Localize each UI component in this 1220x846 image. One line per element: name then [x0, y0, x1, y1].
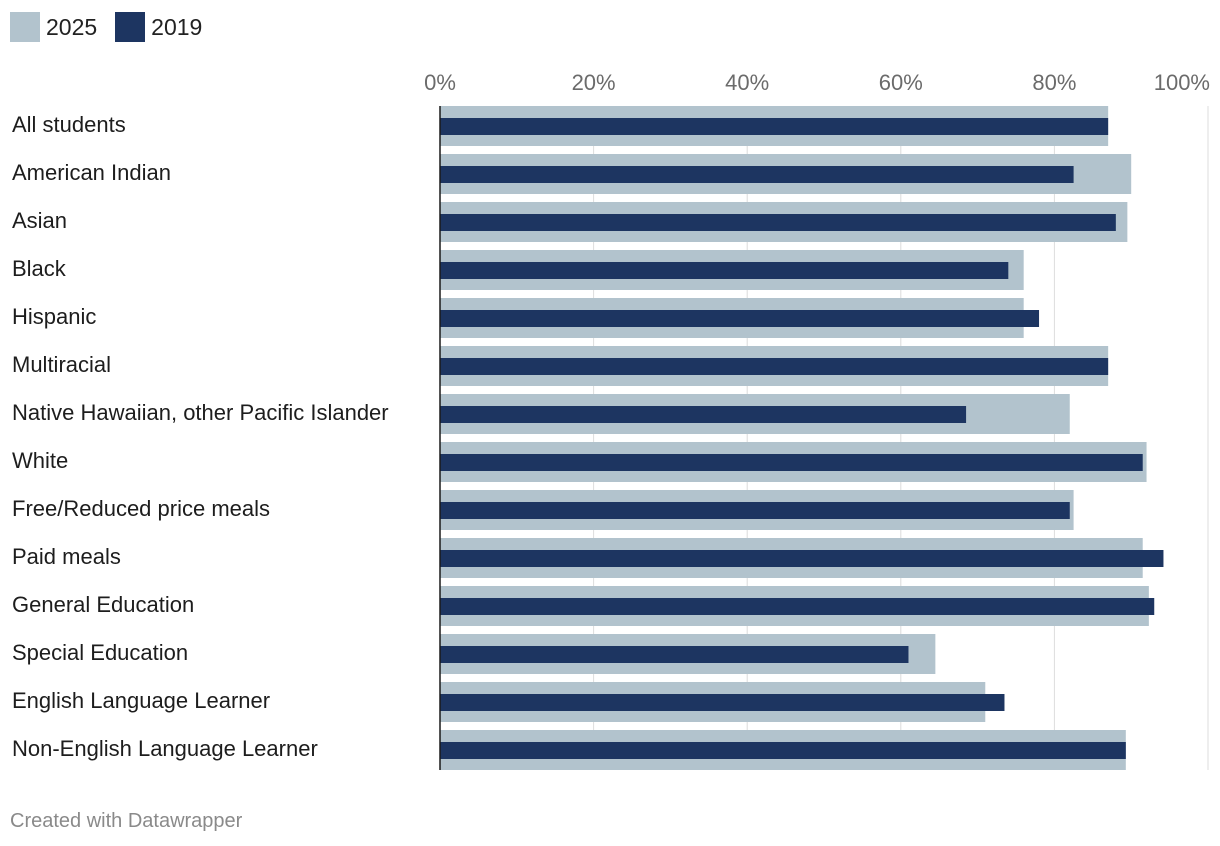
bar-2019[interactable] — [440, 502, 1070, 519]
bar-2019[interactable] — [440, 166, 1074, 183]
bar-2019[interactable] — [440, 358, 1109, 375]
legend-label-2019: 2019 — [151, 13, 203, 40]
bar-2019[interactable] — [440, 310, 1040, 327]
bar-chart: 0% 20% 40% 60% 80% 100% All students American I… — [12, 70, 1210, 770]
category-label: American Indian — [12, 160, 171, 185]
category-label: Hispanic — [12, 304, 96, 329]
bar-2019[interactable] — [440, 214, 1116, 231]
x-tick-label: 40% — [725, 70, 769, 95]
legend-item-2025[interactable]: 2025 — [10, 12, 97, 42]
bar-2019[interactable] — [440, 550, 1164, 567]
x-tick-label: 100% — [1154, 70, 1210, 95]
bar-2019[interactable] — [440, 598, 1155, 615]
category-label: Non-English Language Learner — [12, 736, 318, 761]
x-tick-label: 80% — [1032, 70, 1076, 95]
category-label: Black — [12, 256, 67, 281]
bar-2019[interactable] — [440, 694, 1005, 711]
bar-2019[interactable] — [440, 406, 967, 423]
category-label: Multiracial — [12, 352, 111, 377]
bar-2019[interactable] — [440, 454, 1143, 471]
category-label: All students — [12, 112, 126, 137]
category-label: Free/Reduced price meals — [12, 496, 270, 521]
category-label: Paid meals — [12, 544, 121, 569]
x-tick-label: 60% — [879, 70, 923, 95]
legend-item-2019[interactable]: 2019 — [115, 12, 202, 42]
category-label: White — [12, 448, 68, 473]
category-label: English Language Learner — [12, 688, 270, 713]
category-label: Special Education — [12, 640, 188, 665]
x-tick-label: 20% — [572, 70, 616, 95]
legend-swatch-2019 — [115, 12, 146, 42]
footer-credit: Created with Datawrapper — [10, 810, 243, 832]
category-label: Native Hawaiian, other Pacific Islander — [12, 400, 389, 425]
bar-2019[interactable] — [440, 118, 1109, 135]
legend-label-2025: 2025 — [46, 13, 98, 40]
bar-2019[interactable] — [440, 646, 909, 663]
bar-2019[interactable] — [440, 742, 1126, 759]
legend: 2025 2019 — [10, 12, 220, 42]
x-tick-label: 0% — [424, 70, 456, 95]
legend-swatch-2025 — [10, 12, 40, 42]
bar-2019[interactable] — [440, 262, 1009, 279]
category-label: General Education — [12, 592, 194, 617]
category-label: Asian — [12, 208, 67, 233]
